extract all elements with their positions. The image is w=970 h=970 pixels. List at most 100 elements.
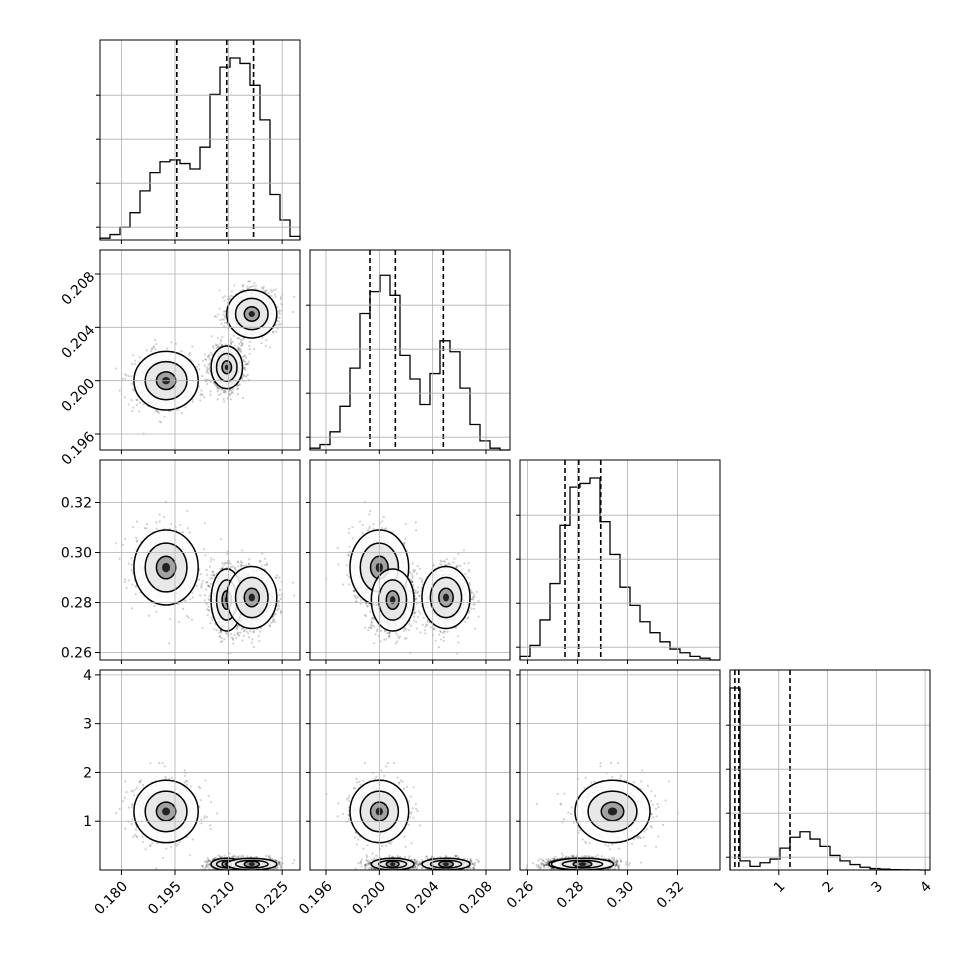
sample-point bbox=[176, 409, 179, 412]
sample-point bbox=[209, 393, 212, 396]
sample-point bbox=[272, 619, 275, 622]
sample-point bbox=[123, 396, 126, 399]
sample-point bbox=[274, 295, 277, 299]
histogram-panel-0 bbox=[96, 40, 301, 240]
sample-point bbox=[244, 360, 247, 363]
sample-point bbox=[242, 397, 245, 400]
sample-point bbox=[226, 397, 229, 400]
sample-point bbox=[276, 327, 279, 330]
sample-point bbox=[206, 382, 209, 385]
sample-point bbox=[201, 626, 204, 629]
sample-point bbox=[208, 366, 211, 369]
sample-point bbox=[218, 307, 221, 310]
sample-point bbox=[242, 373, 246, 376]
sample-point bbox=[135, 398, 138, 401]
sample-point bbox=[224, 343, 227, 346]
sample-point bbox=[154, 409, 157, 412]
sample-point bbox=[236, 387, 239, 390]
sample-point bbox=[208, 585, 211, 588]
sample-point bbox=[195, 584, 198, 587]
sample-point bbox=[257, 635, 260, 638]
sample-point bbox=[215, 315, 218, 318]
sample-point bbox=[230, 636, 233, 639]
sample-point bbox=[205, 371, 208, 374]
sample-point bbox=[215, 629, 219, 632]
sample-point bbox=[230, 290, 233, 293]
sample-point bbox=[207, 605, 210, 608]
sample-point bbox=[154, 339, 157, 342]
sample-point bbox=[238, 342, 241, 345]
sample-point bbox=[230, 565, 233, 569]
sample-point bbox=[223, 391, 226, 394]
sample-point bbox=[181, 412, 184, 415]
sample-point bbox=[229, 343, 233, 346]
sample-point bbox=[221, 388, 224, 391]
sample-point bbox=[115, 367, 118, 370]
sample-point bbox=[253, 282, 256, 285]
sample-point bbox=[236, 337, 239, 340]
sample-point bbox=[200, 586, 203, 589]
sample-point bbox=[230, 388, 233, 391]
sample-point bbox=[278, 576, 281, 579]
sample-point bbox=[216, 386, 219, 389]
grid-lines bbox=[730, 670, 930, 870]
sample-point bbox=[229, 339, 232, 343]
sample-point bbox=[224, 315, 227, 318]
sample-point bbox=[170, 341, 173, 344]
sample-point bbox=[272, 289, 275, 292]
sample-point bbox=[222, 313, 225, 316]
sample-point bbox=[211, 345, 215, 348]
histogram-panel-3 bbox=[726, 670, 930, 871]
histogram-step-line bbox=[99, 57, 301, 240]
sample-point bbox=[127, 562, 130, 565]
sample-point bbox=[252, 285, 255, 288]
sample-point bbox=[121, 377, 124, 380]
sample-point bbox=[223, 390, 226, 393]
sample-point bbox=[206, 608, 209, 611]
sample-point bbox=[279, 609, 282, 613]
sample-point bbox=[265, 339, 268, 342]
sample-point bbox=[124, 377, 127, 380]
sample-point bbox=[160, 421, 163, 424]
sample-point bbox=[130, 563, 134, 566]
sample-point bbox=[178, 621, 181, 624]
sample-point bbox=[166, 347, 169, 350]
sample-point bbox=[245, 630, 248, 633]
sample-point bbox=[201, 359, 204, 362]
sample-point bbox=[247, 280, 250, 283]
grid-lines bbox=[310, 250, 510, 450]
sample-point bbox=[269, 288, 272, 291]
sample-point bbox=[230, 341, 233, 344]
sample-point bbox=[269, 346, 272, 349]
sample-point bbox=[191, 400, 194, 403]
sample-point bbox=[243, 629, 246, 632]
sample-point bbox=[240, 342, 243, 345]
sample-point bbox=[229, 398, 232, 401]
sample-point bbox=[127, 579, 130, 582]
sample-point bbox=[197, 363, 201, 366]
sample-point bbox=[151, 347, 154, 350]
sample-point bbox=[195, 365, 198, 368]
sample-point bbox=[191, 592, 194, 595]
sample-point bbox=[154, 348, 157, 351]
histogram-panel-2 bbox=[516, 460, 720, 661]
sample-point bbox=[216, 344, 220, 347]
sample-point bbox=[217, 388, 220, 391]
sample-point bbox=[244, 366, 247, 369]
sample-point bbox=[251, 638, 254, 641]
sample-point bbox=[279, 323, 282, 326]
sample-point bbox=[206, 614, 209, 617]
sample-point bbox=[229, 633, 232, 636]
sample-point bbox=[186, 509, 189, 513]
sample-point bbox=[236, 347, 239, 350]
sample-point bbox=[252, 630, 255, 633]
sample-point bbox=[230, 342, 233, 345]
sample-point bbox=[219, 392, 222, 395]
sample-point bbox=[156, 410, 159, 413]
sample-point bbox=[208, 595, 211, 598]
sample-point bbox=[274, 293, 277, 296]
sample-point bbox=[240, 377, 243, 380]
sample-point bbox=[223, 299, 226, 302]
sample-point bbox=[229, 392, 232, 395]
sample-point bbox=[220, 637, 223, 640]
